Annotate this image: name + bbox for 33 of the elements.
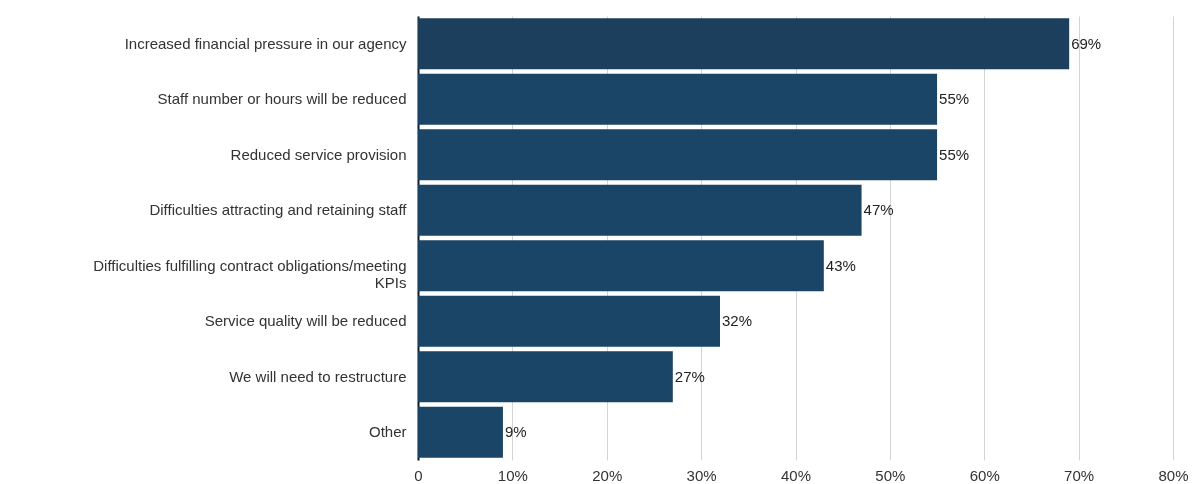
x-tick-label: 20%: [592, 466, 623, 484]
bar: [418, 73, 938, 125]
data-label: 69%: [1071, 34, 1102, 52]
bar: [418, 351, 673, 403]
bar: [418, 240, 824, 292]
x-tick-label: 60%: [969, 466, 1000, 484]
data-label: 9%: [504, 423, 527, 441]
data-label: 32%: [722, 312, 753, 330]
x-tick-label: 80%: [1158, 466, 1189, 484]
data-label: 47%: [863, 201, 894, 219]
y-tick-label: Service quality will be reduced: [204, 312, 407, 330]
y-tick-label: Increased financial pressure in our agency: [124, 34, 407, 52]
bar: [418, 18, 1070, 70]
bar: [418, 184, 862, 236]
y-tick-label: Reduced service provision: [230, 145, 407, 163]
bar: [418, 129, 938, 181]
data-label: 55%: [939, 145, 970, 163]
x-tick-label: 50%: [875, 466, 906, 484]
y-tick-label: Difficulties fulfilling contract obligations/meeting KPIs: [93, 256, 407, 291]
bar: [418, 295, 720, 347]
x-tick-label: 0: [414, 466, 423, 484]
data-label: 27%: [674, 367, 705, 385]
y-tick-label: Other: [368, 423, 407, 441]
data-label: 55%: [939, 90, 970, 108]
y-tick-label: Difficulties attracting and retaining staff: [149, 201, 408, 219]
x-tick-label: 70%: [1064, 466, 1095, 484]
data-label: 43%: [825, 256, 856, 274]
y-tick-label: We will need to restructure: [229, 367, 407, 385]
x-tick-label: 30%: [686, 466, 717, 484]
bar: [418, 406, 503, 458]
x-tick-label: 10%: [497, 466, 528, 484]
x-tick-label: 40%: [780, 466, 812, 484]
y-tick-label: Staff number or hours will be reduced: [157, 90, 407, 108]
